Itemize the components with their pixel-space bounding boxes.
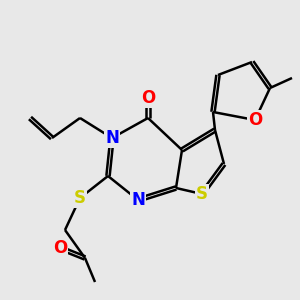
Text: S: S [74, 189, 86, 207]
Text: N: N [105, 129, 119, 147]
Text: S: S [196, 185, 208, 203]
Text: O: O [141, 89, 155, 107]
Text: O: O [53, 239, 67, 257]
Text: N: N [131, 191, 145, 209]
Text: O: O [248, 111, 262, 129]
